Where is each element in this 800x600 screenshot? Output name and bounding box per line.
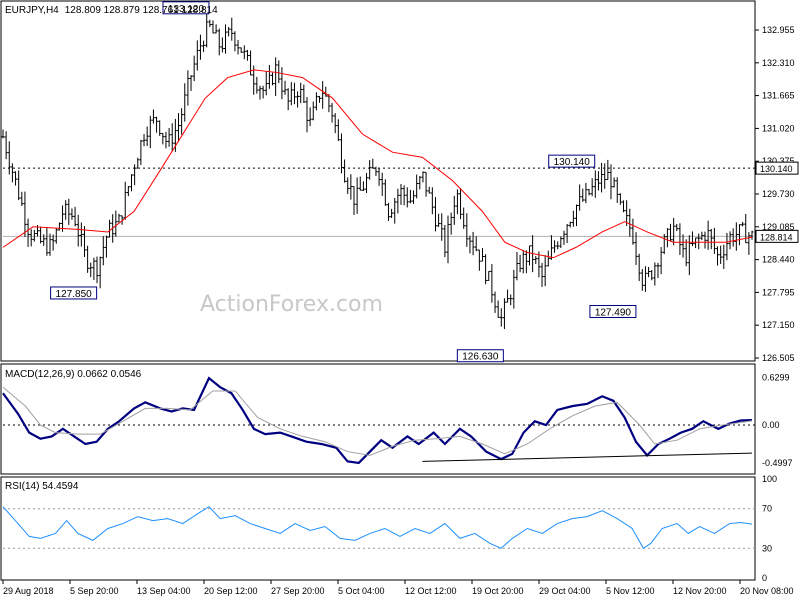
rsi-title: RSI(14) 54.4594 [5, 481, 79, 492]
macd-panel-frame [0, 363, 756, 475]
price-annotation: 130.140 [554, 157, 591, 168]
macd-trendline [422, 452, 753, 462]
header-values: 128.809 128.879 128.761 128.814 [65, 5, 218, 16]
price-title: EURJPY,H4 128.809 128.879 128.761 128.814 [5, 5, 218, 16]
rsi-chart [2, 506, 755, 550]
macd-line [2, 376, 753, 465]
price-annotation: 127.490 [595, 307, 632, 318]
macd-chart [2, 376, 755, 465]
price-y-tick: 130.375 [762, 156, 795, 166]
x-tick: 5 Oct 04:00 [338, 586, 385, 596]
x-tick: 20 Sep 12:00 [204, 586, 258, 596]
x-tick: 27 Sep 20:00 [271, 586, 325, 596]
rsi-panel-frame [0, 476, 756, 581]
rsi-y-tick: 70 [762, 504, 772, 514]
x-tick: 5 Sep 20:00 [70, 586, 119, 596]
price-y-tick: 129.730 [762, 189, 795, 199]
price-y-tick: 131.020 [762, 123, 795, 133]
rsi-line [2, 506, 753, 550]
watermark: ActionForex.com [200, 292, 383, 317]
macd-y-tick: -0.4997 [762, 458, 793, 468]
symbol-label: EURJPY,H4 [5, 5, 59, 16]
price-annotation: 127.850 [56, 289, 93, 300]
x-tick: 19 Oct 20:00 [472, 586, 524, 596]
price-annotation: 126.630 [462, 352, 499, 363]
price-y-tick: 131.665 [762, 91, 795, 101]
x-tick: 12 Nov 20:00 [673, 586, 727, 596]
price-annotation-box [50, 286, 98, 300]
price-y-tick: 132.955 [762, 25, 795, 35]
resistance-price-tag [755, 161, 799, 175]
price-annotation-box [456, 349, 504, 363]
macd-y-tick: 0.6299 [762, 372, 790, 382]
current-price-tag [755, 229, 799, 243]
x-tick: 12 Oct 12:00 [405, 586, 457, 596]
price-y-tick: 132.310 [762, 58, 795, 68]
x-tick: 13 Sep 04:00 [137, 586, 191, 596]
x-tick: 20 Nov 08:00 [740, 586, 794, 596]
price-y-tick: 127.795 [762, 287, 795, 297]
macd-signal-line [2, 386, 753, 456]
rsi-y-tick: 100 [762, 474, 777, 484]
price-y-tick: 129.085 [762, 222, 795, 232]
rsi-y-tick: 30 [762, 543, 772, 553]
macd-title: MACD(12,26,9) 0.0662 0.0546 [5, 369, 142, 380]
price-y-tick: 126.505 [762, 353, 795, 363]
moving-average-line [2, 69, 753, 259]
price-annotation: 133.120 [168, 4, 205, 15]
x-tick: 5 Nov 12:00 [606, 586, 655, 596]
price-chart: 133.120 127.850 126.630 130.140 127.490 [1, 1, 755, 363]
price-y-tick: 128.440 [762, 255, 795, 265]
axes: 132.955 132.310 131.665 131.020 130.375 129.7… [2, 25, 799, 596]
rsi-y-tick: 0 [762, 573, 767, 583]
price-annotation-box [589, 304, 637, 318]
x-tick: 29 Oct 04:00 [539, 586, 591, 596]
price-annotation-box [548, 154, 596, 168]
resistance-price-label: 130.140 [760, 164, 793, 174]
price-annotation-box [162, 1, 210, 15]
price-y-tick: 127.150 [762, 320, 795, 330]
current-price-label: 128.814 [760, 232, 793, 242]
x-tick: 29 Aug 2018 [3, 586, 54, 596]
macd-y-tick: 0.00 [762, 420, 780, 430]
price-panel-frame [0, 0, 756, 362]
